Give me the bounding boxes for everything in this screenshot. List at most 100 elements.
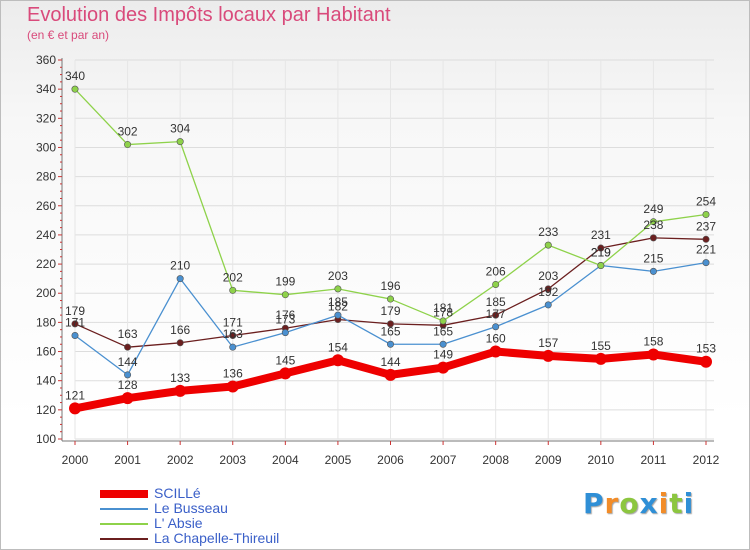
data-label: 254 (696, 195, 716, 209)
data-label: 154 (328, 340, 348, 354)
data-point (649, 218, 657, 226)
data-label: 128 (118, 378, 138, 392)
logo-letter: x (639, 487, 659, 520)
logo-letter: o (619, 487, 640, 520)
data-point (384, 368, 397, 381)
legend-label: L' Absie (154, 515, 203, 531)
data-label: 144 (380, 355, 400, 369)
x-tick-label: 2011 (641, 453, 667, 467)
data-label: 178 (433, 305, 453, 319)
x-tick-label: 2007 (430, 453, 457, 467)
data-point (386, 320, 394, 328)
data-label: 233 (538, 225, 558, 239)
data-point (124, 371, 132, 379)
data-label: 182 (328, 299, 348, 313)
logo-letter: r (604, 487, 620, 520)
legend-label: SCILLé (154, 485, 201, 501)
data-point (71, 85, 79, 93)
data-label: 149 (433, 348, 453, 362)
data-point (229, 286, 237, 294)
data-point (279, 367, 292, 380)
data-label: 210 (170, 259, 190, 273)
logo-letter: P (583, 487, 605, 520)
data-label: 155 (591, 339, 611, 353)
data-point (124, 141, 132, 149)
data-label: 177 (486, 307, 506, 321)
legend-item: L' Absie (100, 515, 360, 531)
data-label: 173 (275, 313, 295, 327)
data-label: 163 (118, 327, 138, 341)
data-label: 176 (275, 308, 295, 322)
data-point (544, 241, 552, 249)
data-label: 202 (223, 270, 243, 284)
legend-item: Le Busseau (100, 500, 360, 516)
data-label: 206 (486, 264, 506, 278)
x-tick-label: 2002 (167, 453, 194, 467)
logo-letter: t (669, 487, 684, 520)
legend-item: La Chapelle-Thireuil (100, 530, 360, 546)
data-label: 145 (275, 353, 295, 367)
data-point (492, 311, 500, 319)
y-tick-label: 340 (36, 82, 56, 96)
data-point (334, 311, 342, 319)
data-point (544, 285, 552, 293)
data-point (492, 323, 500, 331)
data-label: 231 (591, 228, 611, 242)
y-tick-label: 280 (36, 170, 56, 184)
y-tick-label: 320 (36, 111, 56, 125)
y-tick-label: 220 (36, 257, 56, 271)
legend-label: La Chapelle-Thireuil (154, 530, 280, 546)
legend-label: Le Busseau (154, 500, 228, 516)
x-tick-label: 2006 (377, 453, 404, 467)
data-label: 215 (643, 251, 663, 265)
legend-item: SCILLé (100, 485, 360, 501)
data-label: 185 (486, 295, 506, 309)
data-point (437, 361, 450, 374)
x-tick-label: 2001 (114, 453, 141, 467)
data-label: 165 (380, 324, 400, 338)
data-point (229, 332, 237, 340)
data-point (700, 355, 712, 368)
x-tick-label: 2012 (693, 453, 720, 467)
data-point (649, 234, 657, 242)
data-point (597, 262, 605, 270)
x-tick-label: 2005 (325, 453, 352, 467)
x-tick-label: 2009 (535, 453, 562, 467)
chart-subtitle: (en € et par an) (27, 28, 110, 42)
data-point (594, 352, 607, 365)
y-tick-label: 100 (36, 432, 56, 446)
y-tick-label: 120 (36, 403, 56, 417)
data-label: 196 (380, 279, 400, 293)
data-label: 163 (223, 327, 243, 341)
chart-title: Evolution des Impôts locaux par Habitant (27, 4, 391, 26)
data-point (702, 235, 710, 243)
data-label: 136 (223, 367, 243, 381)
data-point (71, 320, 79, 328)
data-point (386, 295, 394, 303)
chart-legend: SCILLé Le Busseau L' Absie La Chapelle-Thir… (100, 485, 360, 546)
data-label: 153 (696, 342, 716, 356)
data-point (176, 339, 184, 347)
data-point (649, 267, 657, 275)
data-point (489, 345, 502, 358)
data-label: 121 (65, 388, 85, 402)
data-point (176, 138, 184, 146)
data-label: 203 (328, 269, 348, 283)
data-point (439, 317, 447, 325)
data-label: 171 (223, 316, 243, 330)
data-label: 181 (433, 301, 453, 315)
data-label: 249 (643, 202, 663, 216)
data-point (702, 211, 710, 219)
data-label: 203 (538, 269, 558, 283)
x-tick-label: 2008 (482, 453, 509, 467)
legend-swatch (100, 538, 148, 540)
y-tick-label: 180 (36, 315, 56, 329)
data-point (386, 340, 394, 348)
data-label: 158 (643, 334, 663, 348)
data-point (281, 291, 289, 299)
data-point (702, 259, 710, 267)
data-label: 340 (65, 69, 85, 83)
data-point (176, 275, 184, 283)
